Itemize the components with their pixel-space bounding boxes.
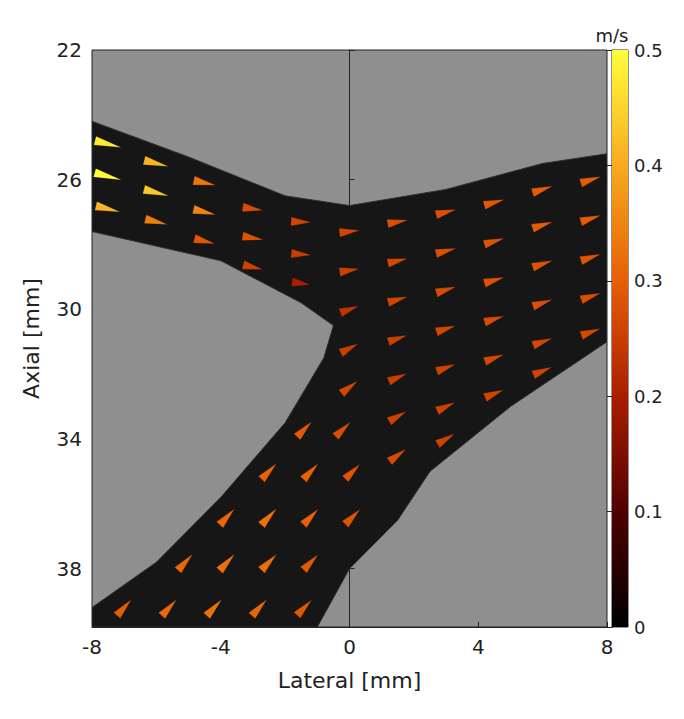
svg-text:0.2: 0.2	[634, 386, 663, 407]
svg-text:Axial [mm]: Axial [mm]	[19, 278, 44, 399]
svg-text:-8: -8	[82, 635, 102, 659]
svg-text:0.1: 0.1	[634, 501, 663, 522]
svg-text:-4: -4	[211, 635, 231, 659]
svg-text:0.3: 0.3	[634, 270, 663, 291]
svg-text:22: 22	[57, 38, 82, 62]
svg-text:34: 34	[57, 427, 82, 451]
svg-text:4: 4	[472, 635, 485, 659]
svg-text:0.5: 0.5	[634, 40, 663, 61]
svg-text:0.4: 0.4	[634, 155, 663, 176]
svg-text:Lateral [mm]: Lateral [mm]	[278, 668, 422, 693]
svg-text:8: 8	[601, 635, 614, 659]
svg-text:0: 0	[343, 635, 356, 659]
svg-text:30: 30	[57, 297, 82, 321]
svg-text:26: 26	[57, 168, 82, 192]
svg-text:0: 0	[634, 617, 645, 638]
svg-text:38: 38	[57, 557, 82, 581]
svg-text:m/s: m/s	[596, 25, 629, 46]
